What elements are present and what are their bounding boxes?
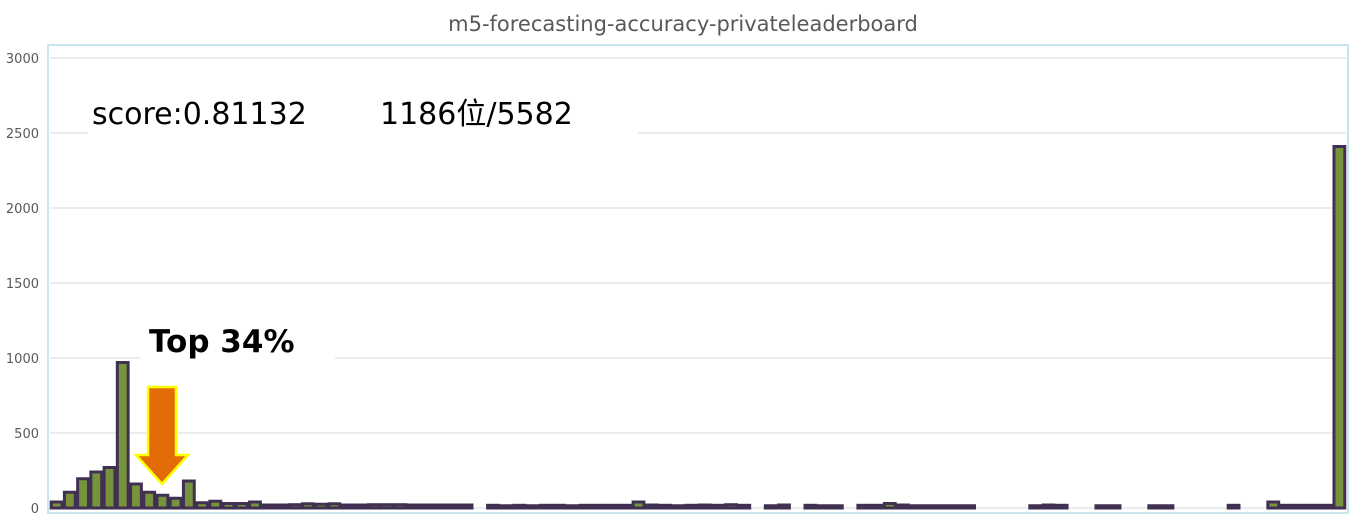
histogram-bar (937, 506, 948, 508)
histogram-bar (1043, 505, 1054, 508)
histogram-bar (673, 506, 684, 508)
histogram-bar (686, 505, 697, 508)
histogram-bar (871, 505, 882, 508)
histogram-bar (157, 495, 168, 508)
y-tick-label: 2500 (6, 127, 39, 142)
histogram-bar (421, 505, 432, 508)
histogram-bar (580, 505, 591, 508)
y-tick-label: 0 (31, 502, 39, 517)
histogram-bar (117, 363, 128, 509)
histogram-bar (144, 492, 155, 508)
histogram-bar (554, 505, 565, 508)
histogram-bar (104, 468, 115, 509)
down-arrow-icon (136, 387, 188, 484)
histogram-bar (395, 505, 406, 508)
histogram-bar (607, 505, 618, 508)
histogram-bar (408, 505, 419, 508)
histogram-bar (620, 505, 631, 508)
histogram-bar (898, 505, 909, 508)
histogram-bar (765, 506, 776, 508)
histogram-bar (236, 504, 247, 509)
histogram-bar (263, 505, 274, 508)
histogram-bar (699, 505, 710, 508)
histogram-bar (488, 505, 499, 508)
histogram-bar (660, 505, 671, 508)
histogram-bar (779, 505, 790, 508)
histogram-bar (633, 502, 644, 508)
chart-title: m5-forecasting-accuracy-privateleaderboa… (448, 12, 918, 36)
histogram-bar (831, 506, 842, 508)
histogram-bar (197, 503, 208, 508)
histogram-bar (805, 505, 816, 508)
y-tick-label: 3000 (6, 52, 39, 67)
histogram-bar (726, 505, 737, 508)
histogram-bar (355, 505, 366, 508)
histogram-bar (964, 506, 975, 508)
score-text: score:0.81132 (92, 97, 307, 132)
histogram-bar (911, 506, 922, 508)
histogram-bar (210, 501, 221, 508)
rank-text: 1186位/5582 (380, 97, 573, 132)
histogram-bar (342, 505, 353, 508)
histogram-bar (302, 504, 313, 508)
histogram-bar (435, 505, 446, 508)
histogram-bar (1228, 505, 1239, 508)
histogram-bar (64, 492, 75, 508)
histogram-bar (527, 506, 538, 508)
y-tick-label: 500 (14, 427, 39, 442)
histogram-bar (567, 506, 578, 508)
histogram-bar (501, 506, 512, 508)
y-tick-label: 1000 (6, 352, 39, 367)
histogram-bar (1162, 506, 1173, 508)
y-axis-ticks: 0 500 1000 1500 2000 2500 3000 (6, 52, 39, 517)
histogram-bar (223, 504, 234, 509)
score-annotation: score:0.81132 1186位/5582 (88, 85, 638, 143)
histogram-bar (51, 502, 62, 508)
histogram-bar (1109, 506, 1120, 508)
histogram-bar (1294, 505, 1305, 508)
histogram-bar (276, 505, 287, 508)
top-percent-text: Top 34% (149, 324, 295, 360)
histogram-bar (461, 505, 472, 508)
y-tick-label: 1500 (6, 277, 39, 292)
histogram-bar (858, 505, 869, 508)
histogram-bar (91, 472, 102, 508)
histogram-bar (170, 498, 181, 508)
histogram-bar (818, 506, 829, 508)
histogram-bar (1281, 505, 1292, 508)
histogram-bar (739, 505, 750, 508)
histogram-bar (369, 505, 380, 508)
histogram-bar (1056, 505, 1067, 508)
histogram-bar (382, 505, 393, 508)
histogram-bar (1334, 147, 1345, 509)
histogram-bar (329, 504, 340, 508)
histogram-bar (712, 505, 723, 508)
histogram-bar (316, 504, 327, 508)
histogram-bar (950, 506, 961, 508)
histogram-bar (593, 505, 604, 508)
histogram-bar (250, 502, 261, 508)
histogram-bar (541, 505, 552, 508)
histogram-bar (1268, 502, 1279, 508)
histogram-bar (1030, 506, 1041, 508)
histogram-bar (884, 504, 895, 509)
histogram-bar (646, 505, 657, 508)
histogram-bar (1308, 505, 1319, 508)
histogram-bar (924, 506, 935, 508)
histogram-bar (1149, 506, 1160, 508)
histogram-bar (183, 481, 194, 508)
histogram-bar (514, 505, 525, 508)
y-tick-label: 2000 (6, 202, 39, 217)
histogram-bar (289, 505, 300, 508)
histogram-bar (78, 479, 89, 508)
histogram-bar (1321, 505, 1332, 508)
histogram-bar (131, 484, 142, 508)
histogram-bar (448, 505, 459, 508)
histogram-bar (1096, 506, 1107, 508)
top-percent-annotation: Top 34% (140, 318, 335, 364)
